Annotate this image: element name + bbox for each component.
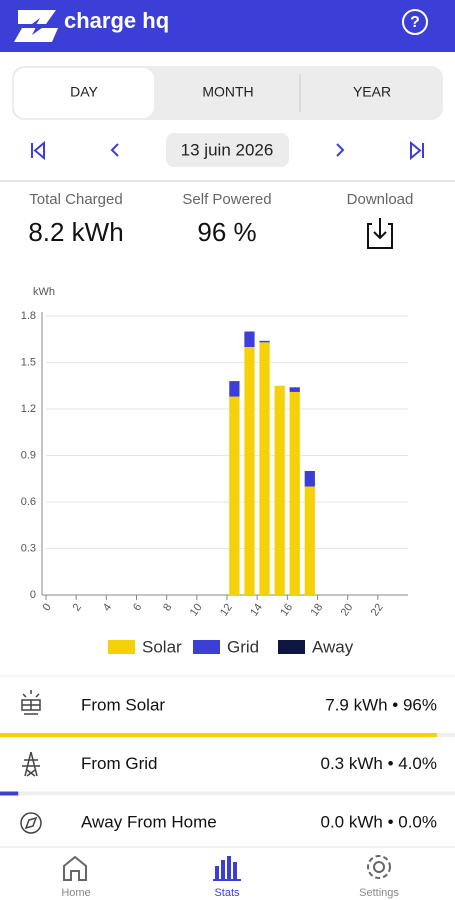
source-value: 0.3 kWh • 4.0% — [320, 754, 437, 773]
summary-value: 96 % — [197, 217, 256, 247]
home-icon[interactable] — [63, 855, 87, 881]
x-tick-label: 16 — [278, 602, 295, 619]
help-button[interactable]: ? — [402, 9, 428, 35]
tab[interactable]: YEAR — [353, 84, 391, 100]
bar-segment — [244, 331, 255, 347]
progress-bar — [0, 791, 19, 796]
x-tick-label: 20 — [339, 602, 356, 619]
x-tick-label: 14 — [248, 602, 265, 619]
summary-label: Total Charged — [29, 191, 122, 208]
tab[interactable]: MONTH — [202, 84, 253, 100]
source-label: Away From Home — [81, 812, 217, 831]
solar-icon — [21, 690, 41, 715]
legend-label: Grid — [227, 637, 259, 656]
bar-segment — [259, 342, 270, 595]
nav-label[interactable]: Home — [61, 887, 90, 899]
away-icon — [20, 812, 42, 834]
summary-value: 8.2 kWh — [28, 217, 123, 247]
grid-icon — [22, 751, 40, 777]
last-button[interactable] — [410, 140, 424, 161]
x-tick-label: 8 — [161, 602, 174, 614]
settings-icon[interactable] — [373, 861, 385, 873]
source-label: From Grid — [81, 754, 158, 773]
legend-label: Solar — [142, 637, 182, 656]
bar-segment — [229, 381, 240, 397]
progress-bar — [0, 733, 437, 737]
y-tick-label: 1.5 — [21, 356, 36, 368]
legend-swatch — [193, 640, 220, 654]
bar-segment — [304, 486, 315, 595]
legend-swatch — [108, 640, 135, 654]
download-icon[interactable] — [367, 218, 393, 249]
date: 13 juin 2026 — [181, 140, 274, 159]
legend-swatch — [278, 640, 305, 654]
x-tick-label: 2 — [71, 602, 84, 614]
y-axis-label: kWh — [33, 286, 55, 298]
y-tick-label: 0 — [30, 589, 36, 601]
tab[interactable]: DAY — [70, 84, 98, 100]
bar-segment — [244, 347, 255, 595]
bar-segment — [289, 391, 300, 595]
source-value: 0.0 kWh • 0.0% — [320, 812, 437, 831]
logo — [14, 10, 58, 42]
svg-text:?: ? — [410, 14, 420, 31]
x-tick-label: 22 — [369, 602, 386, 619]
x-tick-label: 12 — [218, 602, 235, 619]
nav-label[interactable]: Stats — [214, 887, 240, 899]
app-title: charge hq — [64, 8, 169, 33]
source-label: From Solar — [81, 695, 165, 714]
legend-label: Away — [312, 637, 354, 656]
x-tick-label: 18 — [308, 602, 325, 619]
next-button[interactable] — [336, 143, 345, 157]
bar-segment — [274, 385, 285, 595]
first-button[interactable] — [31, 140, 45, 161]
y-tick-label: 0.9 — [21, 449, 36, 461]
y-tick-label: 0.3 — [21, 542, 36, 554]
bar-segment — [304, 471, 315, 487]
date-pill[interactable] — [166, 133, 289, 167]
y-tick-label: 1.2 — [21, 403, 36, 415]
progress-track — [0, 791, 455, 796]
nav-label[interactable]: Settings — [359, 887, 399, 899]
x-tick-label: 4 — [101, 602, 114, 614]
y-tick-label: 0.6 — [21, 496, 36, 508]
source-value: 7.9 kWh • 96% — [325, 695, 437, 714]
tab-active-bg — [14, 68, 154, 118]
separator — [0, 180, 455, 182]
summary-label[interactable]: Download — [347, 191, 414, 208]
bar-segment — [229, 396, 240, 595]
x-tick-label: 10 — [188, 602, 205, 619]
stats-icon[interactable] — [213, 856, 241, 881]
x-tick-label: 0 — [40, 602, 53, 614]
prev-button[interactable] — [110, 143, 119, 157]
app-bar — [0, 0, 455, 52]
summary-label: Self Powered — [182, 191, 271, 208]
y-tick-label: 1.8 — [21, 310, 36, 322]
bar-segment — [289, 387, 300, 392]
x-tick-label: 6 — [131, 602, 144, 614]
bar-segment — [259, 340, 270, 343]
